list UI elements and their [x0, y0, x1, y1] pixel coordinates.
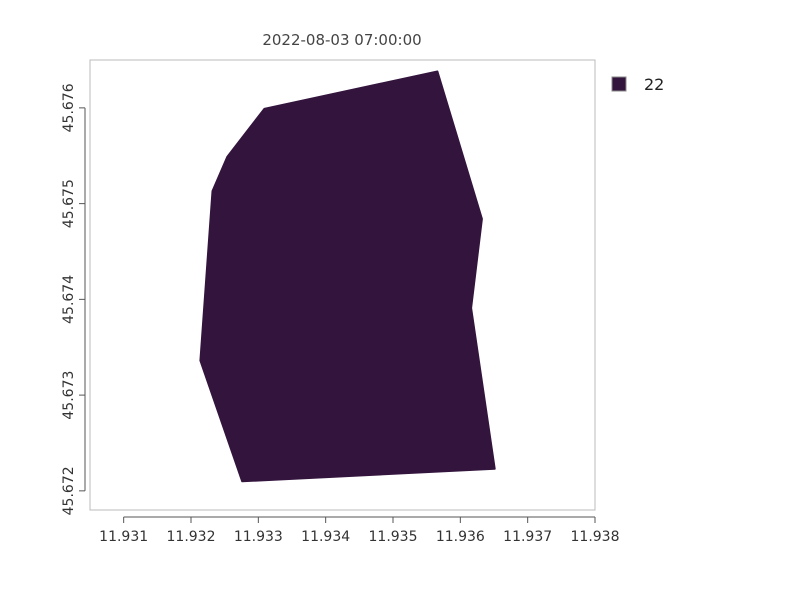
x-tick-label: 11.932 — [167, 529, 216, 545]
y-axis: 45.672 45.673 45.674 45.675 45.676 — [61, 83, 86, 515]
x-tick-label: 11.936 — [436, 529, 485, 545]
plot-frame — [89, 59, 596, 511]
legend-label: 22 — [644, 75, 664, 94]
x-tick-label: 11.938 — [571, 529, 620, 545]
x-tick-label: 11.937 — [503, 529, 552, 545]
y-tick-label: 45.676 — [61, 83, 77, 132]
map-title: 2022-08-03 07:00:00 — [262, 31, 421, 49]
y-tick-label: 45.674 — [61, 275, 77, 324]
y-tick-label: 45.672 — [61, 466, 77, 515]
x-tick-label: 11.935 — [369, 529, 418, 545]
x-tick-label: 11.931 — [99, 529, 148, 545]
x-axis: 11.931 11.932 11.933 11.934 11.935 11.936 11.9… — [99, 516, 620, 545]
x-tick-label: 11.934 — [301, 529, 350, 545]
legend-swatch — [611, 76, 627, 92]
y-tick-label: 45.673 — [61, 371, 77, 420]
x-tick-label: 11.933 — [234, 529, 283, 545]
y-tick-label: 45.675 — [61, 179, 77, 228]
legend: 22 — [611, 75, 664, 94]
region-polygon — [199, 70, 496, 483]
